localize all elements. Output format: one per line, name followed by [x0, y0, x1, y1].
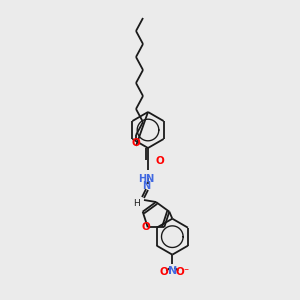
- Text: O: O: [141, 222, 150, 232]
- Text: O: O: [155, 156, 164, 166]
- Text: O: O: [176, 267, 185, 277]
- Text: N: N: [168, 266, 177, 276]
- Text: O: O: [132, 138, 140, 148]
- Text: O: O: [160, 267, 169, 277]
- Text: HN: HN: [138, 174, 154, 184]
- Text: H: H: [134, 199, 140, 208]
- Text: ⁻: ⁻: [184, 267, 189, 277]
- Text: N: N: [142, 181, 150, 191]
